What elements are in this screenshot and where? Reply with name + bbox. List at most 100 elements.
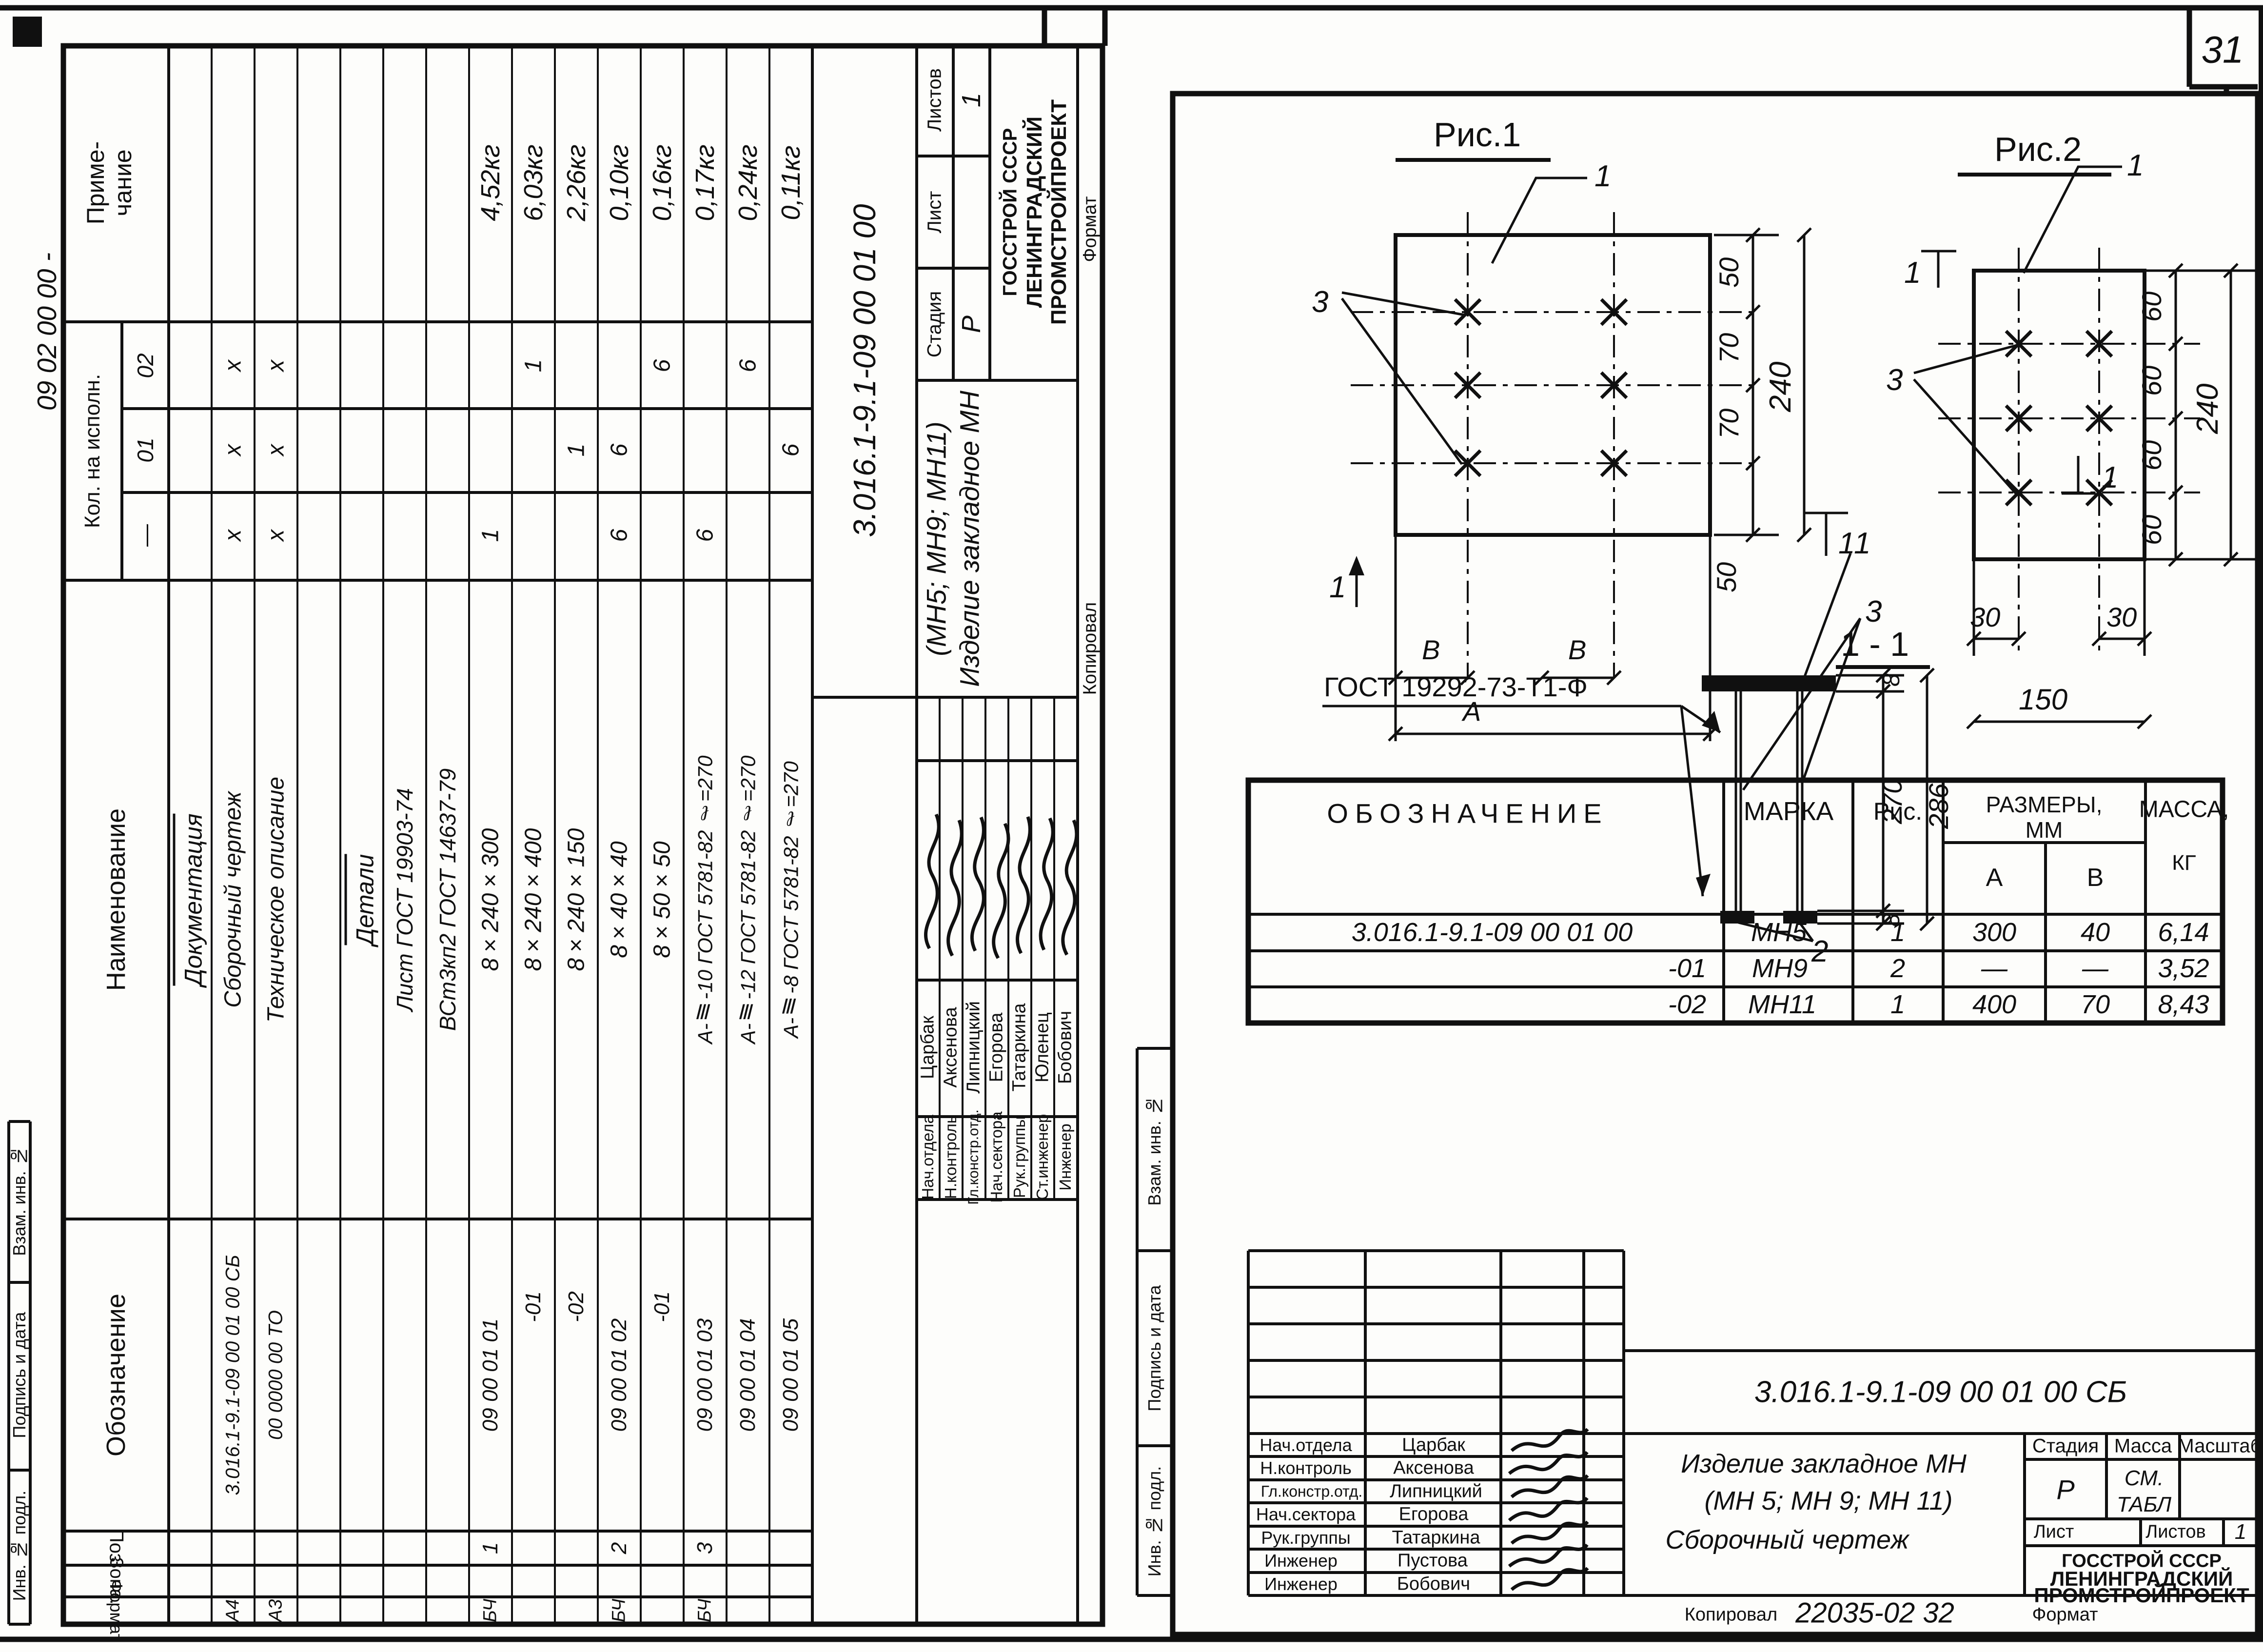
sig-name: Аксенова (940, 1007, 961, 1088)
cell-mark: МН5 (1751, 918, 1807, 947)
signatures-right (1508, 1428, 1589, 1591)
figure-titles: Рис.1 Рис.2 1 - 1 (1434, 116, 2082, 663)
spec-qty: 1 (520, 359, 547, 373)
sig-name: Татаркина (1009, 1003, 1030, 1092)
section-arrow (1349, 556, 1364, 575)
spec-name: Документация (173, 813, 208, 986)
scan-artifact (13, 17, 42, 47)
product-line3: Сборочный чертеж (1665, 1525, 1909, 1554)
org-line1: ГОССТРОЙ СССР (2062, 1551, 2222, 1572)
cell-mark: МН11 (1748, 990, 1817, 1019)
stamp-inv-podl: Инв. № подл. (1144, 1466, 1164, 1577)
spec-qty: 6 (778, 443, 804, 457)
spec-designation: 09 00 01 04 (736, 1318, 760, 1432)
spec-designation: 09 00 01 02 (607, 1318, 631, 1432)
product-line1: Изделие закладное МН (1681, 1449, 1967, 1478)
spec-format: А3 (265, 1599, 286, 1622)
spec-qty: 6 (606, 443, 632, 457)
sig-name: Егорова (1398, 1504, 1469, 1525)
dim: 30 (1970, 602, 2000, 632)
spec-qty: 6 (735, 359, 761, 373)
sig-role: Гл.констр.отд. (1260, 1482, 1363, 1500)
dim: 60 (2136, 292, 2167, 322)
mass-value2: ТАБЛ (2116, 1493, 2172, 1516)
sig-role: Рук.группы (1010, 1116, 1028, 1199)
format-label: Формат (1080, 196, 1101, 262)
org-line2: ЛЕНИНГРАДСКИЙ (2050, 1567, 2233, 1590)
dim: 8 (1879, 913, 1905, 926)
th-mass-kg: КГ (2172, 851, 2196, 875)
spec-weight: 2,26кг (562, 144, 591, 221)
spec-weight: 4,52кг (476, 144, 505, 221)
spec-qty: x (263, 444, 289, 456)
leader-arrows (1696, 711, 1720, 896)
sig-role: Гл.констр.отд. (965, 1109, 982, 1205)
spec-weight: 0,11кг (776, 145, 806, 220)
th-dims: РАЗМЕРЫ, (1986, 792, 2103, 817)
cell-b: 40 (2080, 918, 2110, 947)
sig-role: Ст.инженер (1033, 1114, 1051, 1200)
col-header-pos: Поз. (105, 1529, 127, 1568)
spec-qty: x (220, 530, 246, 541)
org-line1: ГОССТРОЙ СССР (999, 128, 1021, 296)
kopiroval-label: Копировал (1080, 602, 1101, 695)
dimension-texts: 50 70 70 240 50 В В А 60 60 60 60 240 30… (1422, 257, 2224, 926)
sig-role: Инженер (1264, 1551, 1338, 1571)
sig-role: Инженер (1264, 1574, 1338, 1594)
sig-name: Царбак (917, 1016, 938, 1079)
fig2-title: Рис.2 (1994, 130, 2082, 168)
th-fig: Рис. (1873, 798, 1923, 825)
spec-qty: x (220, 444, 246, 456)
frame-lines (0, 5, 2263, 1642)
sig-role: Нач.сектора (1256, 1504, 1356, 1524)
col-header-note2: чание (109, 149, 137, 216)
sig-role: Нач.сектора (987, 1111, 1005, 1203)
sheets-value: 1 (957, 92, 986, 108)
fig2-pos3: 3 (1886, 363, 1903, 397)
spec-designation: 00 0000 00 ТО (265, 1310, 287, 1440)
sig-name: Аксенова (1393, 1457, 1474, 1478)
spec-weight: 0,17кг (690, 144, 720, 221)
cell-designation: -01 (1668, 954, 1707, 983)
cell-mass: 3,52 (2158, 954, 2209, 983)
product-line1: Изделие закладное МН (954, 391, 985, 687)
spec-designation: -01 (521, 1291, 545, 1322)
stamp-vzam-inv: Взам. инв. № (9, 1146, 29, 1256)
fig1-pos1: 1 (1594, 159, 1611, 193)
sig-name: Егорова (986, 1012, 1007, 1082)
spec-designation: 09 00 01 05 (779, 1318, 803, 1432)
sheet-label: Лист (2033, 1521, 2074, 1542)
fig1-pos3: 3 (1312, 285, 1328, 319)
anchor-marks (1454, 298, 1628, 477)
sec-pos3: 3 (1865, 595, 1882, 629)
scale-label: Масштаб (2178, 1435, 2262, 1457)
spec-name: Сборочный чертеж (220, 791, 246, 1008)
spec-weight: 0,24кг (733, 144, 763, 221)
scan-edge (2259, 8, 2263, 1639)
spec-qty: 1 (477, 529, 504, 542)
figure-1 (1340, 158, 1848, 742)
spec-name: А-Ⅲ-10 ГОСТ 5781-82 ℓ=270 (693, 755, 717, 1044)
section-title: 1 - 1 (1841, 625, 1909, 663)
spec-name: А-Ⅲ-8 ГОСТ 5781-82 ℓ=270 (779, 761, 803, 1038)
sig-name: Татаркина (1392, 1527, 1480, 1548)
sec-pos1: 1 (1854, 527, 1870, 560)
col-header-qty-base: — (133, 524, 158, 547)
cell-mark: МН9 (1751, 954, 1808, 983)
org-line2: ЛЕНИНГРАДСКИЙ (1023, 116, 1046, 308)
sheets-label: Листов (924, 68, 945, 132)
margin-designation: 09 02 00 00 - (32, 252, 62, 411)
spec-name: 8×40×40 (606, 841, 632, 958)
sig-name: Бобович (1397, 1573, 1471, 1594)
spec-designation: 09 00 01 01 (478, 1318, 502, 1432)
spec-name: 8×240×400 (520, 828, 547, 971)
spec-qty: 6 (606, 529, 632, 542)
dim: 50 (1711, 562, 1742, 592)
spec-pos: 3 (693, 1542, 717, 1554)
cell-fig: 1 (1890, 918, 1906, 947)
spec-name: Лист ГОСТ 19903-74 (392, 788, 417, 1011)
dim: 60 (2136, 515, 2167, 545)
spec-weight: 6,03кг (519, 144, 548, 221)
spec-format: БЧ (694, 1598, 715, 1623)
stamp-vzam-inv: Взам. инв. № (1144, 1096, 1164, 1206)
